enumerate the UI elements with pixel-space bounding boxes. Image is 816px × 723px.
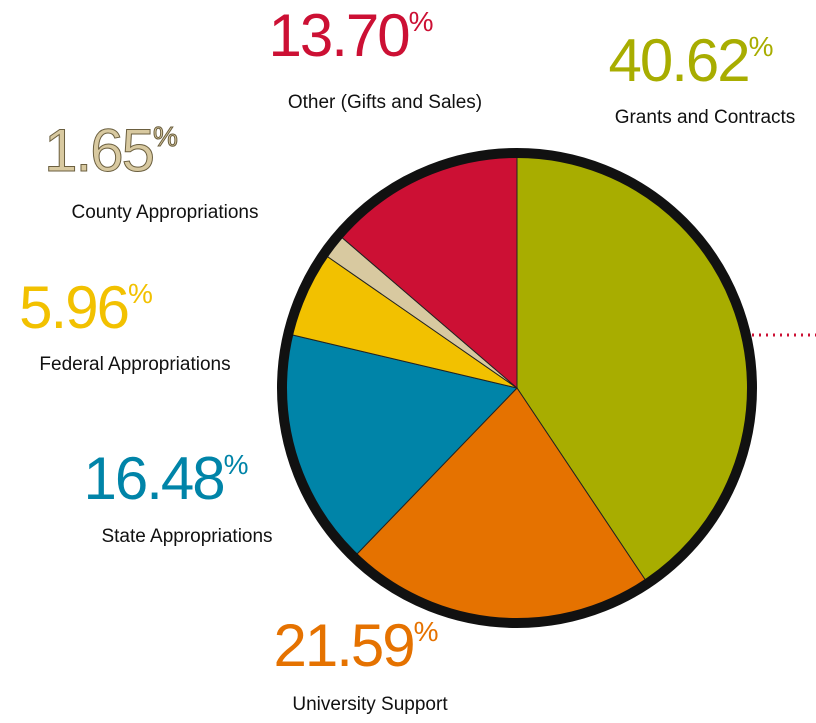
category-label: University Support	[292, 694, 448, 715]
labels: 40.62% Grants and Contracts 21.59% Universi…	[19, 2, 795, 715]
value-label: 13.70%	[268, 2, 432, 69]
value-label: 16.48%	[83, 445, 247, 512]
value-label: 40.62%	[608, 27, 772, 94]
pie	[277, 148, 757, 628]
category-label: State Appropriations	[101, 526, 272, 547]
value-label: 1.65%	[44, 117, 177, 184]
category-label: Other (Gifts and Sales)	[288, 92, 482, 113]
category-label: Grants and Contracts	[615, 107, 796, 128]
value-label: 21.59%	[273, 612, 437, 679]
pie-border	[277, 148, 757, 628]
category-label: Federal Appropriations	[39, 354, 230, 375]
value-label: 5.96%	[19, 274, 152, 341]
category-label: County Appropriations	[72, 202, 259, 223]
